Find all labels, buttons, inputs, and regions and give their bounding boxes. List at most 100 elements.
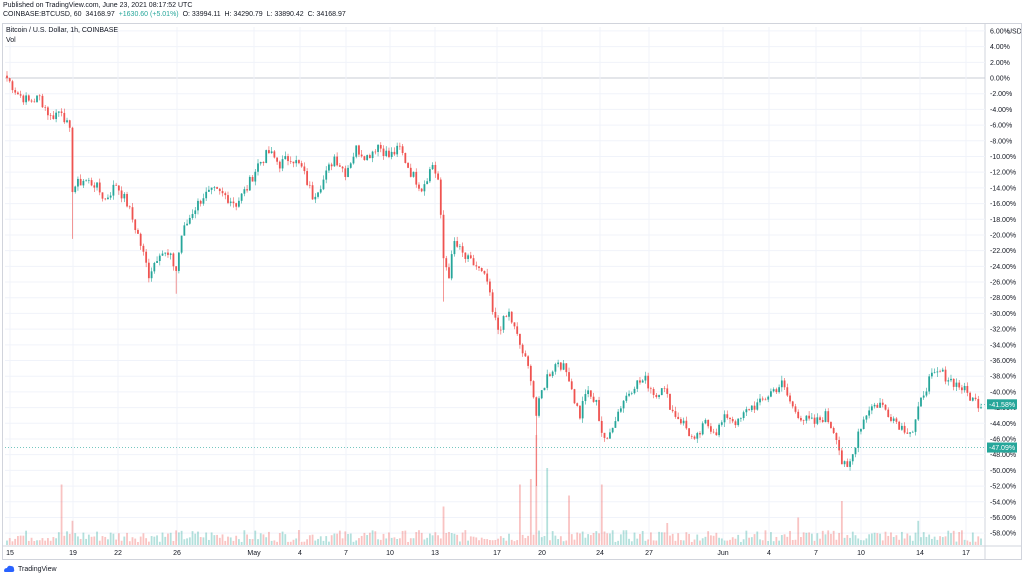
candle-body [633, 388, 636, 394]
candle-body [276, 157, 279, 162]
candle-body [529, 365, 532, 382]
candle-body [284, 156, 287, 160]
volume-bar [36, 540, 38, 545]
y-tick-label: -6.00% [990, 123, 1012, 130]
volume-bar [478, 540, 480, 545]
candle-body [636, 380, 639, 389]
candle-body [720, 422, 723, 425]
candle-body [232, 201, 235, 204]
volume-label: Vol [6, 37, 16, 44]
candle-body [789, 395, 791, 402]
candle-body [617, 411, 620, 422]
volume-bar [300, 541, 303, 545]
price-chart[interactable]: 6.00% 4.00% 2.00% 0.00% -2.00% -4.00% -6.00% -8… [3, 24, 1021, 559]
volume-bar [554, 535, 557, 545]
volume-bar [276, 541, 279, 545]
volume-bar [961, 530, 963, 545]
candle-body [287, 156, 289, 162]
volume-bar [202, 537, 205, 545]
volume-bar [262, 534, 265, 545]
chart-legend: Bitcoin / U.S. Dollar, 1h, COINBASE Vol [6, 27, 118, 47]
y-unit-label: USD [1007, 28, 1021, 35]
volume-bar [887, 535, 890, 545]
volume-bar [715, 532, 718, 545]
candle-body [186, 223, 188, 226]
volume-bar [849, 537, 851, 545]
volume-bar [767, 541, 770, 545]
volume-bar [420, 532, 423, 545]
y-tick-label: -12.00% [990, 170, 1016, 177]
volume-bar [505, 540, 508, 545]
candle-body [238, 200, 240, 207]
volume-bar [298, 530, 300, 545]
candle-body [44, 107, 47, 108]
volume-bar [248, 539, 251, 545]
candle-body [265, 150, 268, 163]
candle-body [349, 163, 352, 168]
candle-body [156, 261, 158, 263]
volume-bar [851, 531, 854, 545]
candle-body [775, 389, 778, 393]
volume-bar [104, 536, 107, 545]
candle-body [963, 385, 966, 391]
volume-bar [115, 539, 118, 545]
volume-bar [600, 484, 603, 545]
candle-body [308, 184, 311, 186]
volume-bar [52, 537, 55, 545]
candle-body [559, 362, 562, 370]
candle-body [952, 378, 955, 387]
volume-bar [873, 532, 876, 545]
candle-body [448, 267, 450, 279]
candle-body [625, 395, 628, 401]
candle-body [958, 382, 961, 388]
candle-body [832, 428, 835, 433]
candle-body [30, 100, 33, 102]
volume-bar [778, 540, 781, 545]
volume-bar [232, 540, 235, 545]
volume-bar [655, 540, 658, 545]
volume-bar [819, 538, 821, 545]
candle-body [431, 164, 434, 170]
volume-bar [947, 530, 950, 545]
volume-bar [633, 532, 636, 545]
volume-bar [595, 531, 598, 545]
candle-body [628, 393, 630, 396]
y-tick-label: -24.00% [990, 264, 1016, 271]
y-tick-label: 4.00% [990, 44, 1010, 51]
footer[interactable]: TradingView [3, 563, 57, 575]
candle-body [480, 268, 483, 272]
candle-body [761, 398, 764, 400]
volume-bar [491, 540, 494, 545]
candle-body [718, 424, 720, 436]
volume-bar [270, 540, 273, 545]
volume-bar [439, 538, 442, 545]
candle-body [538, 398, 540, 416]
y-tick-label: -40.00% [990, 389, 1016, 396]
candle-body [513, 322, 516, 327]
volume-bar [647, 539, 650, 545]
y-tick-label: -30.00% [990, 311, 1016, 318]
volume-bar [183, 539, 186, 545]
volume-bar [903, 538, 906, 545]
volume-bar [546, 468, 549, 545]
candle-body [576, 403, 579, 406]
candle-body [295, 160, 298, 164]
candle-body [862, 419, 865, 430]
candle-body [145, 251, 148, 263]
volume-bar [229, 537, 232, 545]
candle-body [917, 406, 920, 420]
volume-bar [783, 534, 786, 545]
chart-frame[interactable]: 6.00% 4.00% 2.00% 0.00% -2.00% -4.00% -6.00% -8… [2, 23, 1022, 560]
volume-bar [407, 541, 409, 545]
volume-bar [289, 541, 292, 545]
candle-body [8, 78, 11, 82]
candle-body [87, 180, 90, 181]
y-tick-label: -36.00% [990, 358, 1016, 365]
volume-bar [379, 539, 382, 545]
volume-bar [679, 540, 682, 545]
candle-body [767, 396, 770, 400]
volume-bar [287, 541, 289, 545]
volume-bar [85, 538, 88, 545]
volume-bar [669, 535, 671, 545]
volume-bar [603, 531, 606, 545]
